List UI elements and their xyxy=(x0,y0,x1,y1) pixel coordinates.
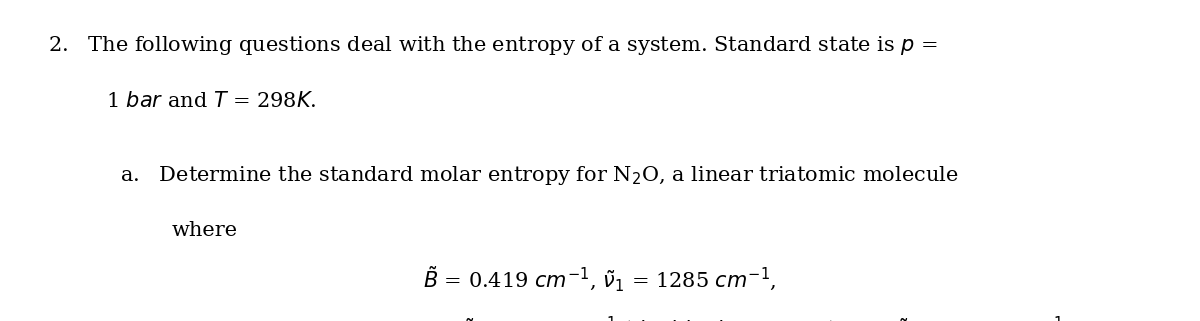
Text: $\tilde{B}$ = 0.419 $cm^{-1}$, $\tilde{\nu}_1$ = 1285 $cm^{-1}$,: $\tilde{B}$ = 0.419 $cm^{-1}$, $\tilde{\… xyxy=(424,265,776,294)
Text: 2.   The following questions deal with the entropy of a system. Standard state i: 2. The following questions deal with the… xyxy=(48,34,938,57)
Text: $\tilde{\nu}_2$ = 589 $cm^{-1}$ ($\mathit{doubly\ degenerate}$), and $\tilde{\nu: $\tilde{\nu}_2$ = 589 $cm^{-1}$ ($\mathi… xyxy=(462,315,1070,321)
Text: where: where xyxy=(172,221,238,240)
Text: 1 $\mathit{bar}$ and $T$ = 298$K$.: 1 $\mathit{bar}$ and $T$ = 298$K$. xyxy=(106,91,316,111)
Text: a.   Determine the standard molar entropy for N$_2$O, a linear triatomic molecul: a. Determine the standard molar entropy … xyxy=(120,164,959,187)
